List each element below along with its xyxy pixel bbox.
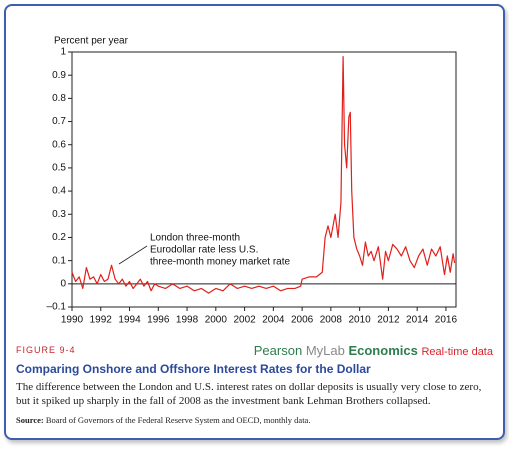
x-tick-label: 2012	[377, 315, 400, 326]
figure-label: FIGURE 9-4	[16, 345, 76, 355]
brand-tag: Real-time data	[421, 346, 493, 358]
annotation-arrow	[118, 245, 148, 265]
y-tick-label: 0.6	[52, 139, 66, 150]
brand-pearson: Pearson	[253, 343, 303, 358]
x-tick-label: 1994	[118, 315, 141, 326]
source-label: Source:	[16, 415, 44, 425]
y-tick-label: 0.4	[52, 186, 66, 197]
y-tick-label: –0.1	[47, 302, 67, 313]
x-tick-label: 2000	[205, 315, 228, 326]
x-tick-label: 1990	[61, 315, 84, 326]
x-tick-label: 2006	[291, 315, 314, 326]
y-axis-label: Percent per year	[54, 36, 129, 47]
figure-frame	[4, 4, 505, 440]
source-text: Board of Governors of the Federal Reserv…	[45, 415, 311, 425]
y-tick-label: 0.2	[52, 232, 66, 243]
annotation: London three-month	[150, 233, 240, 244]
plot-frame	[71, 51, 457, 308]
source: Source: Board of Governors of the Federa…	[16, 415, 494, 425]
brand-mylab: MyLab	[305, 343, 345, 358]
y-tick-label: 0.9	[52, 70, 66, 81]
x-tick-label: 2010	[349, 315, 372, 326]
x-tick-label: 1996	[147, 315, 170, 326]
annotation: three-month money market rate	[150, 257, 290, 268]
y-tick-label: 0.5	[52, 163, 66, 174]
y-tick-label: 1	[60, 47, 66, 58]
brand-economics: Economics	[348, 343, 418, 358]
chart: Percent per year London three-month Euro…	[47, 36, 458, 326]
brand: Pearson MyLab Economics Real-time data	[254, 343, 493, 358]
x-tick-label: 2002	[233, 315, 256, 326]
y-tick-label: 0.1	[52, 255, 66, 266]
x-tick-label: 2004	[262, 315, 285, 326]
y-tick-label: 0.7	[52, 116, 66, 127]
y-tick-label: 0.8	[52, 93, 66, 104]
x-tick-label: 2008	[320, 315, 343, 326]
x-tick-label: 1992	[90, 315, 113, 326]
figure-title: Comparing Onshore and Offshore Interest …	[16, 362, 371, 376]
y-tick-label: 0	[60, 278, 66, 289]
x-tick-label: 1998	[176, 315, 199, 326]
x-tick-label: 2014	[406, 315, 429, 326]
data-line	[71, 56, 456, 294]
y-tick-label: 0.3	[52, 209, 66, 220]
x-tick-label: 2016	[435, 315, 458, 326]
annotation: Eurodollar rate less U.S.	[150, 245, 258, 256]
caption: The difference between the London and U.…	[16, 381, 482, 407]
